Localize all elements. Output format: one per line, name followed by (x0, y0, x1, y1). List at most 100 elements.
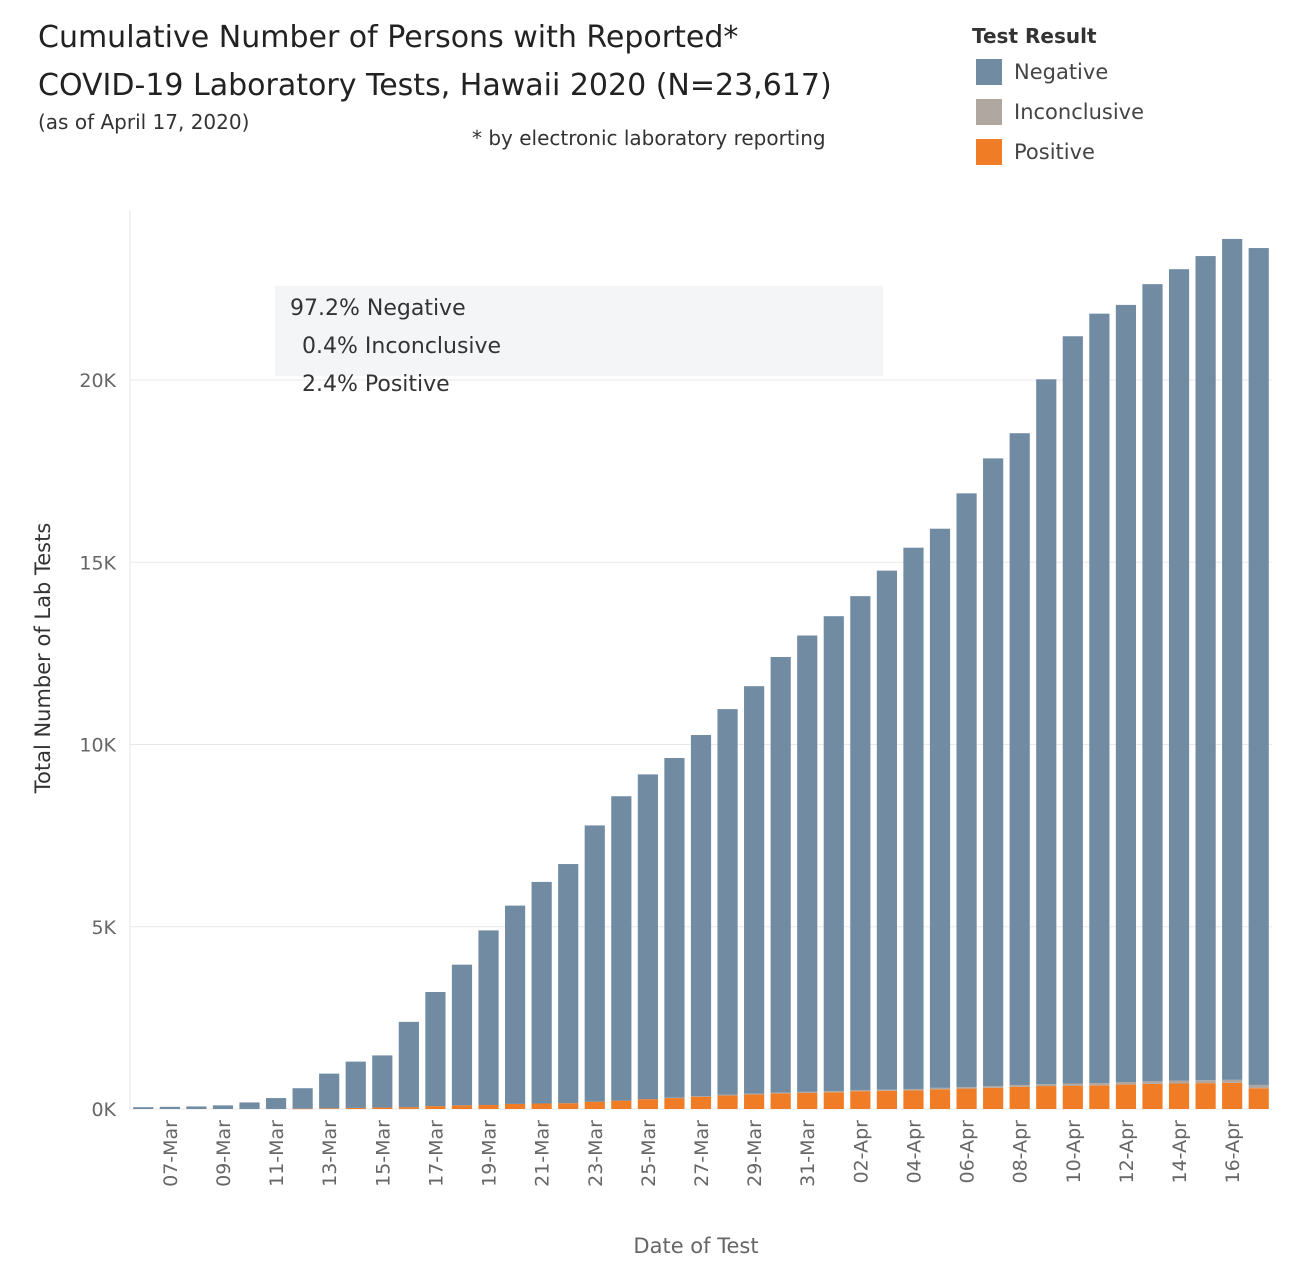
bar-inconclusive[interactable] (1062, 1083, 1083, 1086)
bar-positive[interactable] (797, 1092, 818, 1109)
bar-negative[interactable] (212, 1105, 234, 1109)
bar-positive[interactable] (1062, 1085, 1083, 1109)
bar-negative[interactable] (744, 686, 765, 1094)
bar-negative[interactable] (929, 528, 951, 1088)
bar-positive[interactable] (690, 1096, 712, 1109)
bar-positive[interactable] (345, 1107, 366, 1109)
bar-negative[interactable] (1248, 248, 1269, 1085)
bar-negative[interactable] (823, 616, 844, 1092)
bar-negative[interactable] (1009, 433, 1030, 1085)
bar-positive[interactable] (531, 1103, 552, 1109)
bar-positive[interactable] (1168, 1083, 1190, 1109)
bar-positive[interactable] (850, 1091, 871, 1109)
bar-positive[interactable] (956, 1088, 977, 1109)
bar-negative[interactable] (903, 547, 924, 1089)
bar-negative[interactable] (717, 709, 738, 1095)
bar-inconclusive[interactable] (903, 1088, 924, 1091)
legend-item-positive[interactable]: Positive (972, 132, 1144, 172)
bar-negative[interactable] (1089, 313, 1110, 1084)
bar-negative[interactable] (983, 458, 1004, 1087)
bar-negative[interactable] (372, 1055, 393, 1108)
bar-negative[interactable] (797, 635, 818, 1092)
bar-negative[interactable] (1142, 284, 1163, 1082)
bar-negative[interactable] (345, 1061, 366, 1108)
bar-inconclusive[interactable] (744, 1093, 765, 1095)
bar-inconclusive[interactable] (929, 1087, 951, 1090)
bar-positive[interactable] (398, 1107, 419, 1109)
bar-positive[interactable] (558, 1103, 579, 1109)
bar-positive[interactable] (505, 1103, 526, 1109)
bar-positive[interactable] (1036, 1086, 1057, 1109)
bar-negative[interactable] (159, 1106, 180, 1109)
bar-inconclusive[interactable] (823, 1091, 844, 1093)
bar-negative[interactable] (1036, 379, 1057, 1085)
bar-negative[interactable] (770, 657, 791, 1093)
bar-negative[interactable] (1195, 256, 1216, 1081)
bar-negative[interactable] (292, 1088, 313, 1109)
bar-inconclusive[interactable] (1036, 1084, 1057, 1087)
bar-negative[interactable] (186, 1106, 207, 1109)
bar-inconclusive[interactable] (1195, 1080, 1216, 1084)
bar-positive[interactable] (478, 1104, 499, 1109)
bar-negative[interactable] (584, 825, 605, 1102)
bar-positive[interactable] (1089, 1085, 1110, 1109)
bar-positive[interactable] (1248, 1088, 1269, 1109)
bar-negative[interactable] (1115, 304, 1137, 1083)
bar-inconclusive[interactable] (956, 1087, 977, 1089)
bar-positive[interactable] (876, 1090, 897, 1109)
bar-inconclusive[interactable] (1248, 1084, 1269, 1089)
bar-negative[interactable] (478, 930, 499, 1105)
bar-positive[interactable] (584, 1101, 605, 1109)
bar-inconclusive[interactable] (983, 1086, 1004, 1088)
bar-positive[interactable] (929, 1089, 951, 1109)
bar-negative[interactable] (690, 735, 712, 1097)
bar-inconclusive[interactable] (690, 1096, 712, 1097)
bar-negative[interactable] (611, 796, 632, 1101)
bar-positive[interactable] (1115, 1084, 1137, 1109)
bar-negative[interactable] (425, 991, 446, 1107)
bar-inconclusive[interactable] (1222, 1079, 1243, 1083)
bar-negative[interactable] (265, 1098, 287, 1109)
bar-negative[interactable] (1222, 238, 1243, 1080)
legend-item-negative[interactable]: Negative (972, 52, 1144, 92)
bar-negative[interactable] (1062, 336, 1083, 1084)
bar-negative[interactable] (505, 905, 526, 1104)
bar-negative[interactable] (319, 1073, 340, 1109)
bar-inconclusive[interactable] (1009, 1084, 1030, 1087)
bar-positive[interactable] (744, 1094, 765, 1109)
bar-negative[interactable] (876, 570, 897, 1090)
bar-negative[interactable] (239, 1102, 260, 1109)
bar-negative[interactable] (451, 964, 473, 1106)
bar-inconclusive[interactable] (850, 1090, 871, 1092)
bar-positive[interactable] (637, 1099, 658, 1109)
bar-inconclusive[interactable] (876, 1089, 897, 1091)
bar-negative[interactable] (531, 881, 552, 1104)
bar-positive[interactable] (292, 1108, 313, 1110)
bar-inconclusive[interactable] (1089, 1083, 1110, 1086)
bar-inconclusive[interactable] (1168, 1080, 1190, 1084)
bar-positive[interactable] (664, 1098, 685, 1109)
bar-positive[interactable] (1009, 1086, 1030, 1109)
bar-positive[interactable] (451, 1105, 473, 1109)
bar-negative[interactable] (664, 757, 685, 1098)
bar-negative[interactable] (558, 864, 579, 1104)
bar-negative[interactable] (637, 774, 658, 1100)
bar-inconclusive[interactable] (797, 1091, 818, 1093)
legend-item-inconclusive[interactable]: Inconclusive (972, 92, 1144, 132)
bar-positive[interactable] (1195, 1083, 1216, 1109)
bar-positive[interactable] (903, 1090, 924, 1109)
bar-positive[interactable] (1222, 1082, 1243, 1109)
bar-negative[interactable] (850, 596, 871, 1091)
bar-inconclusive[interactable] (770, 1092, 791, 1094)
bar-inconclusive[interactable] (1115, 1082, 1137, 1085)
bar-positive[interactable] (770, 1093, 791, 1109)
bar-negative[interactable] (1168, 269, 1190, 1081)
bar-positive[interactable] (425, 1106, 446, 1109)
bar-positive[interactable] (611, 1100, 632, 1109)
bar-inconclusive[interactable] (1142, 1081, 1163, 1084)
bar-positive[interactable] (319, 1108, 340, 1109)
bar-inconclusive[interactable] (717, 1094, 738, 1096)
bar-negative[interactable] (956, 493, 977, 1088)
bar-positive[interactable] (823, 1092, 844, 1109)
bar-positive[interactable] (983, 1087, 1004, 1109)
